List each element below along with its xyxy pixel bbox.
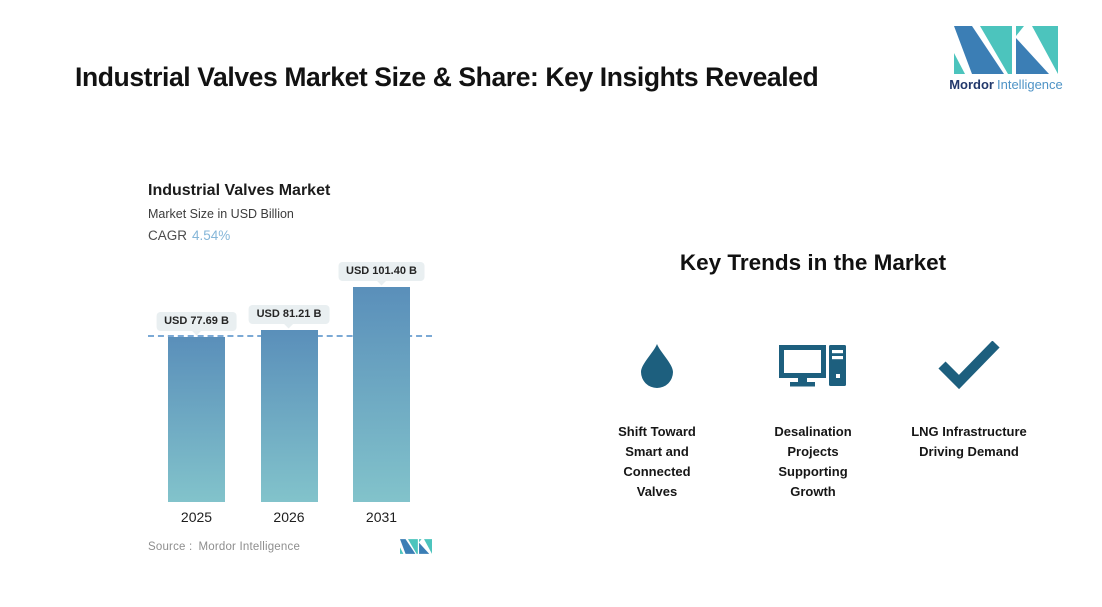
bar-column-2025: USD 77.69 B xyxy=(156,312,237,502)
chart-title: Industrial Valves Market xyxy=(148,182,331,199)
chart-cagr: CAGR 4.54% xyxy=(148,228,432,243)
brand-wordmark: Mordor Intelligence xyxy=(946,77,1066,92)
mini-mordor-logo-icon xyxy=(400,539,432,554)
mordor-logo-icon xyxy=(954,26,1058,74)
x-axis: 2025 2026 2031 xyxy=(148,509,432,525)
bar-2025 xyxy=(168,337,225,502)
cagr-value: 4.54% xyxy=(192,228,231,243)
trend-label: LNG Infrastructure Driving Demand xyxy=(911,424,1027,459)
x-axis-label: 2031 xyxy=(365,509,398,525)
brand-suffix: Intelligence xyxy=(997,77,1063,92)
badge-pointer xyxy=(284,318,294,329)
desktop-computer-icon xyxy=(779,340,847,392)
badge-pointer xyxy=(191,325,202,336)
trend-item-desalination: Desalination Projects Supporting Growth xyxy=(738,340,888,502)
value-badge: USD 81.21 B xyxy=(248,305,330,329)
key-trends-panel: Key Trends in the Market Shift Toward Sm… xyxy=(582,250,1044,502)
value-badge: USD 101.40 B xyxy=(338,262,425,286)
bar-2026 xyxy=(260,330,318,502)
trend-row: Shift Toward Smart and Connected Valves … xyxy=(582,340,1044,502)
badge-pointer xyxy=(376,275,387,286)
brand-name: Mordor xyxy=(949,77,994,92)
checkmark-icon xyxy=(937,340,1001,392)
bar-column-2026: USD 81.21 B xyxy=(248,305,330,502)
x-axis-label: 2026 xyxy=(273,509,305,525)
trend-item-smart-valves: Shift Toward Smart and Connected Valves xyxy=(582,340,732,502)
trend-label: Shift Toward Smart and Connected Valves xyxy=(618,424,696,499)
trend-label: Desalination Projects Supporting Growth xyxy=(774,424,852,499)
bar-column-2031: USD 101.40 B xyxy=(338,262,425,502)
source-label: Source : xyxy=(148,540,193,553)
market-size-chart: Industrial Valves Market Market Size in … xyxy=(148,182,432,554)
source-row: Source : Mordor Intelligence xyxy=(148,539,432,554)
plot-area: USD 77.69 B USD 81.21 B USD 101.40 B xyxy=(148,256,432,502)
bar-2031 xyxy=(353,287,410,502)
x-axis-label: 2025 xyxy=(180,509,213,525)
chart-subtitle: Market Size in USD Billion xyxy=(148,207,294,221)
cagr-label: CAGR xyxy=(148,228,188,243)
page-title: Industrial Valves Market Size & Share: K… xyxy=(75,62,819,92)
trends-heading: Key Trends in the Market xyxy=(679,250,947,275)
trend-item-lng: LNG Infrastructure Driving Demand xyxy=(894,340,1044,502)
bars: USD 77.69 B USD 81.21 B USD 101.40 B xyxy=(148,256,432,502)
value-badge: USD 77.69 B xyxy=(156,312,237,336)
droplet-icon xyxy=(638,340,676,392)
source-note: Source : Mordor Intelligence xyxy=(148,541,300,553)
brand-logo: Mordor Intelligence xyxy=(946,26,1066,92)
source-value: Mordor Intelligence xyxy=(198,540,301,553)
